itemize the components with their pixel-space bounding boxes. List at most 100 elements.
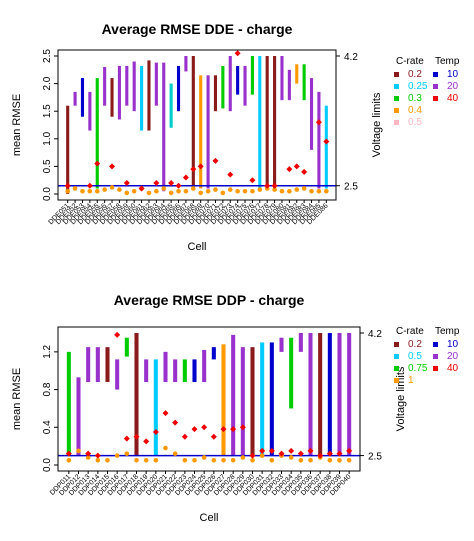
red-diamond	[64, 182, 71, 189]
legend-swatch-crate	[394, 108, 399, 113]
orange-point	[168, 190, 174, 196]
red-diamond	[288, 447, 295, 454]
orange-point	[308, 457, 313, 463]
red-diamond	[249, 452, 256, 459]
red-diamond	[114, 331, 121, 338]
bar-DDE076	[250, 56, 254, 95]
orange-point	[211, 457, 217, 463]
red-diamond	[182, 174, 189, 181]
orange-point	[114, 453, 120, 458]
orange-point	[183, 188, 189, 194]
bar-DDE054	[88, 91, 92, 131]
legend-label-temp: 10	[447, 339, 459, 350]
plot-frame	[57, 326, 361, 472]
bar-DDP022	[173, 359, 178, 383]
red-diamond	[190, 166, 197, 173]
bar-DDP028	[231, 334, 236, 456]
red-diamond	[268, 447, 275, 454]
orange-point	[191, 186, 196, 191]
y-tick-label: 0.8	[42, 382, 53, 396]
bar-DDP040	[347, 333, 352, 456]
red-diamond	[317, 452, 324, 459]
legend-swatch-temp	[433, 96, 438, 101]
y-tick-label: 1.0	[42, 131, 53, 145]
x-axis-label: Cell	[188, 241, 207, 253]
red-diamond	[175, 182, 182, 189]
orange-point	[80, 188, 85, 194]
x-axis-label: Cell	[200, 512, 219, 524]
chart-title: Average RMSE DDE - charge	[102, 21, 293, 37]
chart-title: Average RMSE DDP - charge	[114, 292, 305, 308]
bar-DDP039	[337, 333, 342, 456]
orange-point	[87, 188, 93, 194]
bar-DDE075	[243, 65, 247, 106]
legend-swatch-crate	[394, 366, 399, 371]
legend-label-temp: 20	[447, 351, 459, 362]
orange-point	[221, 457, 226, 463]
orange-point	[272, 187, 277, 192]
red-diamond	[181, 433, 188, 440]
red-diamond	[239, 424, 246, 431]
orange-point	[134, 457, 139, 463]
bar-DDE064	[162, 62, 166, 192]
y2-tick-label: 4.2	[368, 329, 382, 340]
legend-label-crate: 0.5	[408, 117, 422, 128]
legend-title-crate: C-rate	[396, 56, 424, 67]
bar-DDP035	[298, 333, 303, 352]
bar-DDE065	[169, 83, 173, 128]
legend-swatch-temp	[433, 84, 438, 89]
orange-point	[109, 185, 115, 190]
red-diamond	[210, 433, 217, 440]
bar-DDP038	[327, 333, 332, 456]
bar-DDE058	[117, 65, 121, 120]
red-diamond	[315, 119, 322, 126]
legend-title-temp: Temp	[435, 326, 460, 337]
bar-DDE072	[221, 65, 225, 109]
red-diamond	[227, 171, 234, 178]
red-diamond	[297, 450, 304, 457]
bar-DDP032	[269, 342, 274, 456]
y2-tick-label: 2.5	[344, 182, 358, 193]
red-diamond	[201, 424, 208, 431]
orange-point	[250, 188, 255, 194]
red-diamond	[286, 166, 293, 173]
orange-point	[227, 187, 233, 192]
orange-point	[346, 457, 352, 463]
legend-label-temp: 20	[447, 81, 459, 92]
orange-point	[161, 186, 167, 191]
y-tick-label: 0.0	[42, 187, 53, 201]
legend-swatch-crate	[394, 354, 399, 359]
red-diamond	[301, 168, 308, 175]
red-diamond	[191, 426, 198, 433]
red-diamond	[230, 426, 237, 433]
legend-label-temp: 40	[447, 363, 459, 374]
y2-axis-label: Voltage limits	[395, 366, 407, 431]
legend-title-crate: C-rate	[396, 326, 424, 337]
y-tick-label: 2.5	[42, 49, 53, 63]
legend-swatch-crate	[394, 378, 399, 383]
legend-swatch-temp	[433, 366, 438, 371]
bar-DDE082	[295, 64, 299, 84]
bar-DDE060	[132, 61, 136, 112]
red-diamond	[172, 419, 179, 426]
legend-swatch-crate	[394, 96, 399, 101]
bar-DDE057	[110, 78, 114, 117]
red-diamond	[264, 182, 271, 189]
orange-point	[176, 188, 181, 194]
orange-point	[105, 457, 110, 463]
legend-swatch-crate	[394, 342, 399, 347]
orange-point	[102, 187, 107, 192]
orange-point	[240, 455, 246, 460]
legend-label-crate: 0.5	[408, 351, 422, 362]
legend-label-crate: 0.25	[408, 81, 428, 92]
orange-point	[163, 445, 168, 451]
orange-point	[257, 187, 263, 192]
orange-point	[117, 187, 122, 192]
bar-DDP021	[163, 351, 168, 383]
orange-point	[182, 457, 188, 463]
y-tick-label: 1.2	[42, 344, 53, 358]
orange-point	[213, 187, 218, 192]
orange-point	[287, 188, 292, 194]
red-diamond	[336, 450, 343, 457]
